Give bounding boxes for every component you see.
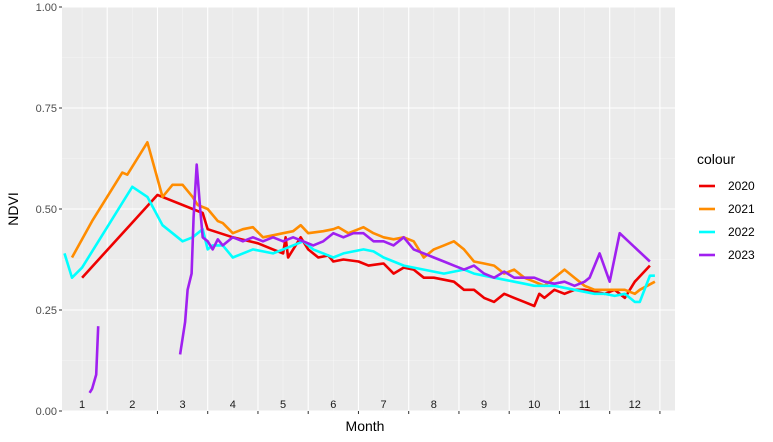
y-tick-label: 1.00 <box>36 2 57 14</box>
x-tick-label: 2 <box>129 399 135 411</box>
legend-label-2023: 2023 <box>728 248 755 262</box>
series-line-2020 <box>81 193 651 308</box>
x-tick-label: 7 <box>381 399 387 411</box>
x-axis-title: Month <box>346 418 385 434</box>
x-tick-label: 10 <box>528 399 540 411</box>
series-line-2023 <box>178 163 651 355</box>
x-tick-label: 4 <box>230 399 236 411</box>
legend-title: colour <box>697 151 735 167</box>
x-tick-label: 9 <box>481 399 487 411</box>
y-tick-label: 0.00 <box>36 406 57 418</box>
x-tick-label: 12 <box>629 399 641 411</box>
x-tick-label: 8 <box>431 399 437 411</box>
legend-label-2021: 2021 <box>728 202 755 216</box>
series-layer <box>63 141 656 394</box>
y-tick-label: 0.50 <box>36 204 57 216</box>
y-axis-ticks: 0.00 0.25 0.50 0.75 1.00 <box>36 2 62 418</box>
x-tick-label: 11 <box>579 399 590 411</box>
series-line-2022 <box>63 185 655 304</box>
y-tick-label: 0.75 <box>36 103 57 115</box>
x-tick-label: 5 <box>280 399 286 411</box>
x-axis-ticks: 1 2 3 4 5 6 7 8 9 10 11 12 <box>79 399 661 414</box>
grid-major <box>62 6 675 412</box>
legend: colour 2020 2021 2022 2023 <box>697 151 755 265</box>
y-axis-title: NDVI <box>5 192 21 225</box>
x-tick-label: 1 <box>79 399 85 411</box>
legend-label-2022: 2022 <box>728 225 755 239</box>
x-tick-label: 6 <box>330 399 336 411</box>
series-line-2023 <box>88 326 100 394</box>
legend-items: 2020 2021 2022 2023 <box>697 176 755 265</box>
y-tick-label: 0.25 <box>36 305 57 317</box>
legend-label-2020: 2020 <box>728 179 755 193</box>
x-tick-label: 3 <box>180 399 186 411</box>
